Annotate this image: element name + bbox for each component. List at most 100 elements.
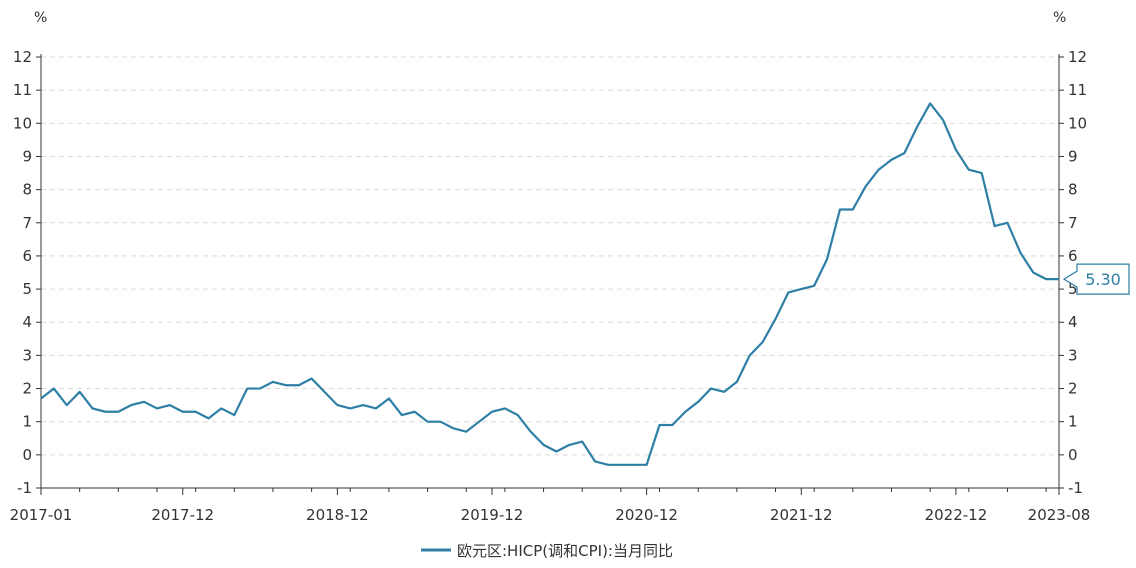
data-point[interactable] <box>619 463 623 467</box>
data-point[interactable] <box>838 208 842 212</box>
data-point[interactable] <box>645 463 649 467</box>
data-point[interactable] <box>490 410 494 414</box>
data-point[interactable] <box>258 387 262 391</box>
data-point[interactable] <box>116 410 120 414</box>
data-point[interactable] <box>658 423 662 427</box>
data-point[interactable] <box>426 420 430 424</box>
data-point[interactable] <box>567 443 571 447</box>
right-y-tick-label: -1 <box>1068 479 1083 497</box>
series-line[interactable] <box>40 102 1059 466</box>
data-point[interactable] <box>1031 271 1035 275</box>
data-point[interactable] <box>799 287 803 291</box>
data-point[interactable] <box>335 403 339 407</box>
data-point[interactable] <box>271 380 275 384</box>
data-point[interactable] <box>52 387 56 391</box>
data-point[interactable] <box>438 420 442 424</box>
data-point[interactable] <box>748 353 752 357</box>
data-point[interactable] <box>877 168 881 172</box>
data-point[interactable] <box>284 383 288 387</box>
data-point[interactable] <box>516 413 520 417</box>
data-point[interactable] <box>529 430 533 434</box>
data-point[interactable] <box>503 406 507 410</box>
data-point[interactable] <box>207 416 211 420</box>
data-point[interactable] <box>91 406 95 410</box>
right-y-tick-label: 1 <box>1068 413 1078 431</box>
data-point[interactable] <box>413 410 417 414</box>
data-point[interactable] <box>902 151 906 155</box>
right-y-tick-label: 5 <box>1068 280 1078 298</box>
data-point[interactable] <box>374 406 378 410</box>
legend-label[interactable]: 欧元区:HICP(调和CPI):当月同比 <box>457 542 673 560</box>
data-point[interactable] <box>683 410 687 414</box>
data-point[interactable] <box>451 426 455 430</box>
x-tick-label: 2017-01 <box>10 506 73 524</box>
data-point[interactable] <box>297 383 301 387</box>
data-point[interactable] <box>606 463 610 467</box>
data-point[interactable] <box>696 400 700 404</box>
data-point[interactable] <box>967 168 971 172</box>
data-point[interactable] <box>310 377 314 381</box>
data-point[interactable] <box>464 430 468 434</box>
data-point[interactable] <box>1044 277 1048 281</box>
x-tick-label: 2018-12 <box>306 506 369 524</box>
data-point[interactable] <box>39 396 43 400</box>
data-point[interactable] <box>194 410 198 414</box>
data-point[interactable] <box>632 463 636 467</box>
data-point[interactable] <box>387 396 391 400</box>
data-point[interactable] <box>65 403 69 407</box>
data-point[interactable] <box>245 387 249 391</box>
legend[interactable]: 欧元区:HICP(调和CPI):当月同比 <box>421 542 673 560</box>
data-point[interactable] <box>542 443 546 447</box>
data-point[interactable] <box>78 390 82 394</box>
left-y-tick-label: 8 <box>22 181 32 199</box>
data-point[interactable] <box>993 224 997 228</box>
data-point[interactable] <box>864 184 868 188</box>
right-y-tick-label: 4 <box>1068 313 1078 331</box>
data-point[interactable] <box>670 423 674 427</box>
data-point[interactable] <box>219 406 223 410</box>
data-point[interactable] <box>774 317 778 321</box>
data-point[interactable] <box>155 406 159 410</box>
data-point[interactable] <box>103 410 107 414</box>
data-point[interactable] <box>361 403 365 407</box>
data-point[interactable] <box>825 257 829 261</box>
series-layer <box>39 101 1061 467</box>
data-point[interactable] <box>142 400 146 404</box>
data-point[interactable] <box>915 125 919 129</box>
data-point[interactable] <box>1018 251 1022 255</box>
data-point[interactable] <box>889 158 893 162</box>
data-point[interactable] <box>928 101 932 105</box>
data-point[interactable] <box>709 387 713 391</box>
right-y-tick-label: 8 <box>1068 181 1078 199</box>
data-point[interactable] <box>1057 277 1061 281</box>
data-point[interactable] <box>322 390 326 394</box>
data-point[interactable] <box>722 390 726 394</box>
data-point[interactable] <box>735 380 739 384</box>
data-point[interactable] <box>1005 221 1009 225</box>
data-point[interactable] <box>593 459 597 463</box>
data-point[interactable] <box>941 118 945 122</box>
data-point[interactable] <box>786 290 790 294</box>
data-point[interactable] <box>980 171 984 175</box>
data-point[interactable] <box>400 413 404 417</box>
data-point[interactable] <box>954 148 958 152</box>
data-point[interactable] <box>812 284 816 288</box>
left-y-tick-label: 11 <box>13 81 32 99</box>
left-y-tick-label: 3 <box>22 346 32 364</box>
data-point[interactable] <box>181 410 185 414</box>
x-tick-label: 2019-12 <box>461 506 524 524</box>
left-y-tick-label: 6 <box>22 247 32 265</box>
right-y-tick-label: 10 <box>1068 114 1087 132</box>
data-point[interactable] <box>129 403 133 407</box>
data-point[interactable] <box>232 413 236 417</box>
data-point[interactable] <box>851 208 855 212</box>
data-point[interactable] <box>348 406 352 410</box>
data-point[interactable] <box>761 340 765 344</box>
data-point[interactable] <box>477 420 481 424</box>
right-y-tick-label: 11 <box>1068 81 1087 99</box>
last-value-callout: 5.30 <box>1062 263 1130 295</box>
data-point[interactable] <box>580 440 584 444</box>
data-point[interactable] <box>168 403 172 407</box>
data-point[interactable] <box>554 450 558 454</box>
